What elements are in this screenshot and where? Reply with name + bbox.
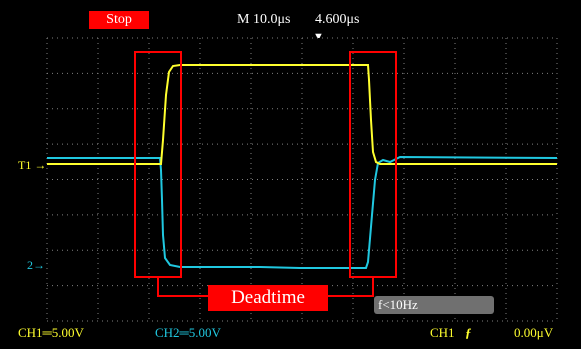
frequency-readout: f<10Hz	[374, 296, 494, 314]
trigger-edge-icon[interactable]: ƒ	[465, 325, 472, 340]
channel-settings-bar	[0, 322, 581, 349]
trigger-level-readout[interactable]: 0.00μV	[514, 325, 554, 340]
run-state-badge[interactable]: Stop	[89, 11, 149, 29]
trigger-source-readout[interactable]: CH1	[430, 325, 455, 340]
graticule	[46, 37, 558, 322]
trigger-time-readout: 4.600μs	[315, 12, 360, 27]
trigger-position-marker: ▼	[313, 31, 324, 43]
ch1-scale-readout[interactable]: CH1═5.00V	[18, 325, 84, 340]
ch1-ground-marker: T1 →	[18, 158, 47, 172]
deadtime-bracket	[157, 277, 208, 297]
deadtime-bracket-right	[328, 277, 374, 297]
ch2-trace	[47, 155, 558, 269]
deadtime-label: Deadtime	[208, 285, 328, 311]
ch2-ground-marker: 2→	[27, 258, 45, 272]
ch1-trace	[47, 64, 557, 165]
timebase-readout: M 10.0μs	[237, 12, 291, 27]
status-bar: Stop M 10.0μs 4.600μs	[0, 0, 581, 34]
ch2-scale-readout[interactable]: CH2═5.00V	[155, 325, 221, 340]
